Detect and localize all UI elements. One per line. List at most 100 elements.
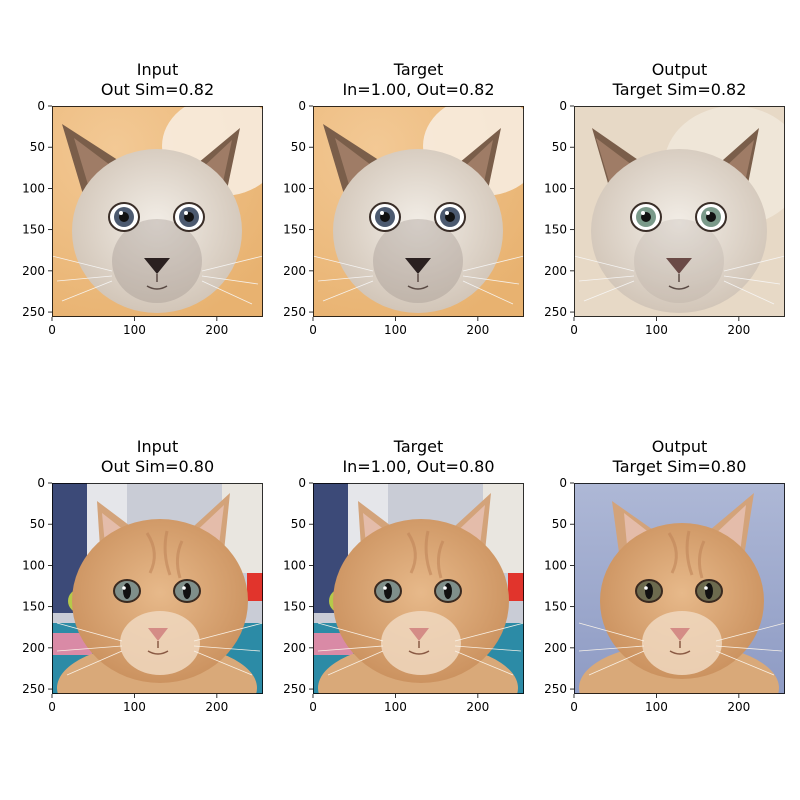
- x-tick-label: 100: [123, 323, 146, 337]
- y-tick-label: 0: [559, 99, 567, 113]
- y-tick-label: 250: [544, 305, 567, 319]
- panel-title-line1: Input: [136, 60, 179, 79]
- x-tick-label: 0: [48, 700, 56, 714]
- panel-title-line2: In=1.00, Out=0.82: [342, 80, 495, 99]
- panel-title-line1: Target: [393, 437, 444, 456]
- y-tick-label: 0: [298, 99, 306, 113]
- x-tick-label: 0: [570, 700, 578, 714]
- y-tick-label: 100: [22, 181, 45, 195]
- y-tick-label: 50: [30, 517, 45, 531]
- panel-title: Target In=1.00, Out=0.82: [289, 60, 549, 100]
- y-tick-label: 100: [283, 181, 306, 195]
- y-tick-label: 50: [552, 517, 567, 531]
- cat-whiskers: [578, 622, 785, 676]
- y-tick-label: 200: [283, 264, 306, 278]
- y-tick-label: 0: [37, 476, 45, 490]
- panel-title: Output Target Sim=0.80: [550, 437, 800, 477]
- y-tick-label: 50: [552, 140, 567, 154]
- y-tick-label: 150: [544, 223, 567, 237]
- y-tick-label: 150: [22, 223, 45, 237]
- panel-title-line1: Target: [393, 60, 444, 79]
- axes-frame: [52, 106, 263, 317]
- x-tick-label: 200: [205, 700, 228, 714]
- panel-title-line2: Target Sim=0.80: [612, 457, 747, 476]
- y-tick-label: 250: [283, 305, 306, 319]
- y-tick-label: 150: [283, 600, 306, 614]
- x-tick-label: 100: [123, 700, 146, 714]
- axes-frame: [313, 106, 524, 317]
- y-tick-label: 200: [22, 264, 45, 278]
- axes-frame: [574, 106, 785, 317]
- orange-tabby-original: [313, 483, 524, 694]
- cat-head: [72, 519, 248, 683]
- panel-title: Output Target Sim=0.82: [550, 60, 800, 100]
- x-tick-label: 200: [727, 700, 750, 714]
- y-tick-label: 200: [283, 641, 306, 655]
- y-tick-label: 50: [30, 140, 45, 154]
- cat-whiskers: [52, 255, 263, 305]
- y-tick-label: 50: [291, 517, 306, 531]
- y-tick-label: 200: [544, 264, 567, 278]
- cat-nose: [405, 258, 431, 274]
- y-tick-label: 100: [22, 558, 45, 572]
- cat-nose: [666, 258, 692, 274]
- axes-frame: [574, 483, 785, 694]
- panel-title-line1: Output: [651, 60, 708, 79]
- cat-whiskers: [313, 255, 524, 305]
- y-tick-label: 100: [544, 558, 567, 572]
- y-tick-label: 0: [559, 476, 567, 490]
- x-tick-label: 100: [645, 700, 668, 714]
- y-tick-label: 150: [283, 223, 306, 237]
- panel-title-line2: In=1.00, Out=0.80: [342, 457, 495, 476]
- x-tick-label: 200: [205, 323, 228, 337]
- cat-nose: [144, 258, 170, 274]
- x-tick-label: 200: [466, 700, 489, 714]
- x-tick-label: 0: [309, 700, 317, 714]
- y-tick-label: 50: [291, 140, 306, 154]
- x-tick-label: 100: [384, 323, 407, 337]
- cat-whiskers: [56, 622, 263, 676]
- cat-nose: [148, 628, 168, 641]
- panel-title-line2: Out Sim=0.80: [100, 457, 215, 476]
- x-tick-label: 200: [727, 323, 750, 337]
- cat-nose: [409, 628, 429, 641]
- panel-title-line2: Out Sim=0.82: [100, 80, 215, 99]
- y-tick-label: 250: [22, 305, 45, 319]
- x-tick-label: 100: [645, 323, 668, 337]
- axes-frame: [313, 483, 524, 694]
- siamese-cat-original: [313, 106, 524, 317]
- cat-whiskers: [574, 255, 785, 305]
- y-tick-label: 100: [283, 558, 306, 572]
- x-tick-label: 100: [384, 700, 407, 714]
- panel-title: Target In=1.00, Out=0.80: [289, 437, 549, 477]
- y-tick-label: 200: [544, 641, 567, 655]
- y-tick-label: 0: [37, 99, 45, 113]
- panel-title-line1: Output: [651, 437, 708, 456]
- x-tick-label: 0: [48, 323, 56, 337]
- y-tick-label: 100: [544, 181, 567, 195]
- cat-nose: [670, 628, 690, 641]
- orange-tabby-original: [52, 483, 263, 694]
- cat-head: [333, 519, 509, 683]
- panel-title: Input Out Sim=0.82: [28, 60, 288, 100]
- axes-frame: [52, 483, 263, 694]
- siamese-cat-original: [52, 106, 263, 317]
- panel-title-line2: Target Sim=0.82: [612, 80, 747, 99]
- x-tick-label: 200: [466, 323, 489, 337]
- siamese-cat-generated: [574, 106, 785, 317]
- y-tick-label: 250: [22, 682, 45, 696]
- x-tick-label: 0: [570, 323, 578, 337]
- y-tick-label: 250: [283, 682, 306, 696]
- cat-head: [72, 149, 242, 313]
- panel-title-line1: Input: [136, 437, 179, 456]
- cat-head: [591, 149, 767, 313]
- y-tick-label: 150: [544, 600, 567, 614]
- y-tick-label: 200: [22, 641, 45, 655]
- cat-whiskers: [317, 622, 524, 676]
- y-tick-label: 150: [22, 600, 45, 614]
